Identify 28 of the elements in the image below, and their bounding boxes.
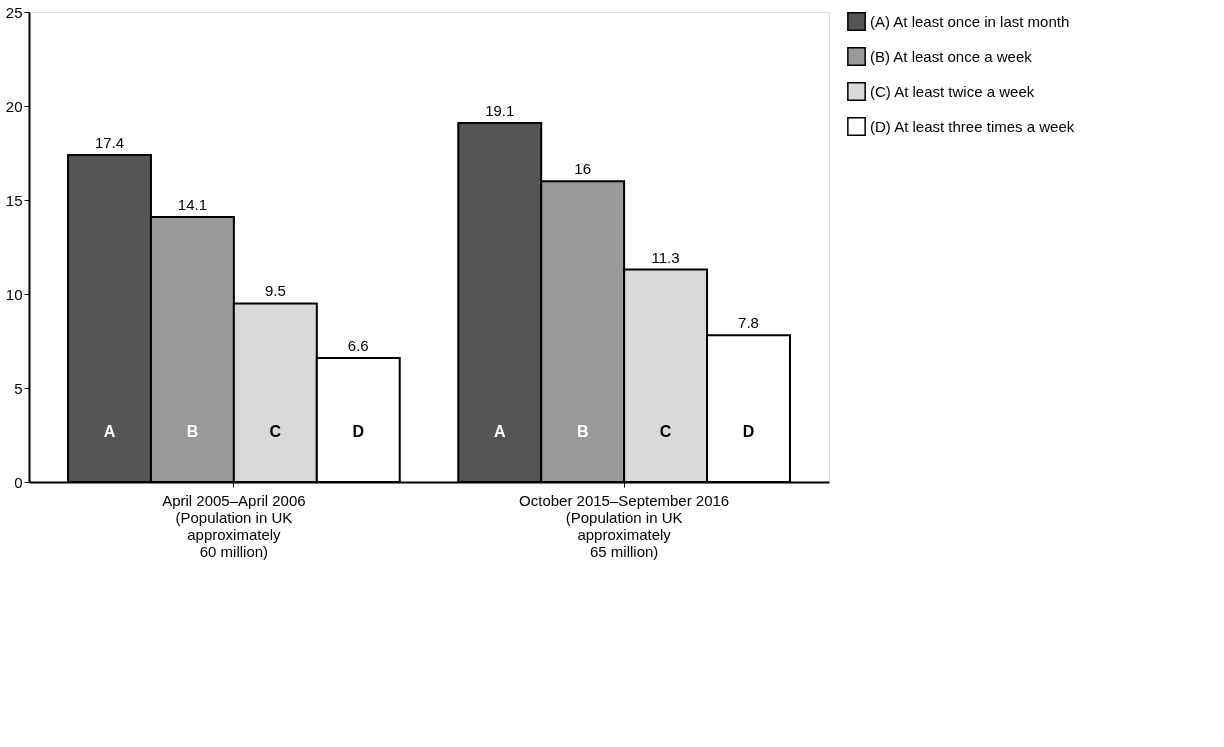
text: C <box>659 423 672 440</box>
annotation: A <box>103 423 116 440</box>
y-tick-label: 15 <box>5 191 23 209</box>
y-tick-label: 0 <box>14 473 23 491</box>
y-tick-label: 20 <box>5 97 23 115</box>
data-label: 7.8 <box>738 314 759 332</box>
data-label: 6.6 <box>347 336 369 354</box>
y-tick-label: 10 <box>5 285 23 303</box>
text: B <box>576 423 589 440</box>
data-label: 16 <box>574 160 591 178</box>
data-label: 14.1 <box>177 195 208 213</box>
legend-label: (C) At least twice a week <box>870 82 1035 100</box>
y-tick-label: 25 <box>5 3 23 21</box>
annotation: C <box>269 423 282 440</box>
annotation: B <box>186 423 199 440</box>
text: A <box>493 423 506 440</box>
data-label: 17.4 <box>94 133 125 151</box>
data-label: 9.5 <box>264 282 286 300</box>
legend-label: (D) At least three times a week <box>870 117 1075 135</box>
y-tick-label: 5 <box>14 379 23 397</box>
data-label: 11.3 <box>651 248 680 266</box>
legend-label: (B) At least once a week <box>870 47 1033 65</box>
data-label: 19.1 <box>485 101 515 119</box>
annotation: D <box>352 423 365 440</box>
legend-label: (A) At least once in last month <box>870 12 1070 30</box>
x-tick-label: October 2015–September 2016 (Population in UK approximately 65 million) <box>519 491 730 560</box>
text: D <box>742 423 755 440</box>
x-tick-label: April 2005–April 2006 (Population in UK approximately 60 million) <box>162 491 306 560</box>
